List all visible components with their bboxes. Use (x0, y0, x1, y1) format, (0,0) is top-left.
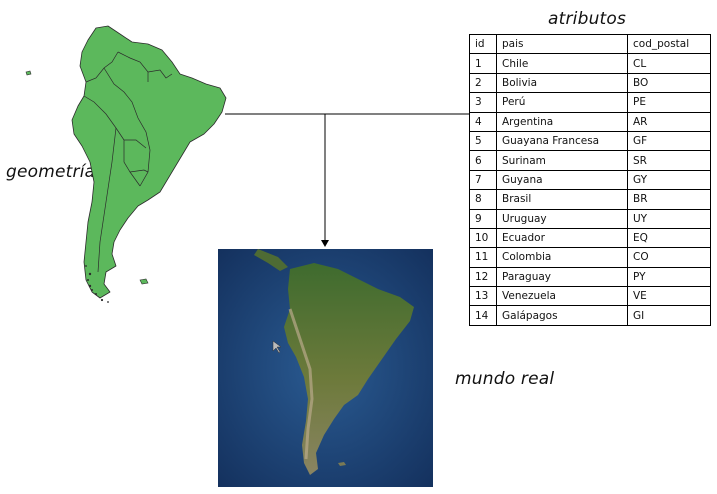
central-america (254, 249, 288, 271)
cell-id: 3 (469, 92, 497, 113)
header-pais: pais (496, 33, 628, 55)
cell-id: 10 (469, 227, 497, 249)
border-guyanas (147, 69, 173, 79)
table-row: 7 Guyana GY (469, 169, 711, 191)
cell-id: 4 (469, 111, 497, 132)
cell-cod-postal: PY (627, 266, 711, 288)
cell-cod-postal: VE (627, 286, 711, 307)
cell-pais: Bolivia (496, 72, 628, 94)
cell-cod-postal: PE (627, 92, 711, 113)
andes-ridge (288, 308, 314, 460)
cell-id: 14 (469, 305, 497, 326)
cell-cod-postal: AR (627, 111, 711, 132)
table-row: 11 Colombia CO (469, 247, 711, 268)
cell-pais: Ecuador (496, 227, 628, 249)
table-row: 6 Surinam SR (469, 150, 711, 171)
cell-pais: Perú (496, 92, 628, 113)
cell-cod-postal: EQ (627, 227, 711, 249)
cursor-icon (272, 340, 282, 354)
cell-pais: Galápagos (496, 305, 628, 326)
patagonia-islands (85, 265, 109, 303)
real-world-label: mundo real (455, 369, 555, 389)
satellite-continent (284, 263, 414, 475)
attributes-table: id pais cod_postal 1 Chile CL 2 Bolivia BO 3 Pe… (469, 33, 711, 326)
cell-pais: Brasil (496, 189, 628, 210)
geometry-label: geometría (6, 162, 96, 182)
table-header-row: id pais cod_postal (469, 33, 711, 55)
cell-id: 2 (469, 72, 497, 94)
table-row: 12 Paraguay PY (469, 266, 711, 288)
header-cod-postal: cod_postal (627, 33, 711, 55)
border-venezuela (117, 51, 149, 82)
cell-pais: Guyana (496, 169, 628, 191)
cell-id: 13 (469, 286, 497, 307)
cell-cod-postal: BR (627, 189, 711, 210)
cell-pais: Paraguay (496, 266, 628, 288)
cell-pais: Uruguay (496, 208, 628, 229)
cell-cod-postal: GI (627, 305, 711, 326)
cell-cod-postal: GF (627, 130, 711, 152)
galapagos (25, 70, 32, 76)
table-row: 5 Guayana Francesa GF (469, 130, 711, 152)
cell-pais: Venezuela (496, 286, 628, 307)
cell-cod-postal: SR (627, 150, 711, 171)
table-row: 4 Argentina AR (469, 111, 711, 132)
border-brazil (103, 67, 151, 187)
cell-id: 1 (469, 53, 497, 74)
table-row: 13 Venezuela VE (469, 286, 711, 307)
cell-id: 12 (469, 266, 497, 288)
cell-id: 5 (469, 130, 497, 152)
border-paraguay (129, 169, 149, 173)
border-chile (97, 127, 117, 273)
border-bolivia (124, 139, 147, 149)
satellite-image (218, 249, 433, 487)
falklands-sat (338, 462, 346, 466)
table-row: 10 Ecuador EQ (469, 227, 711, 249)
cell-id: 7 (469, 169, 497, 191)
border-peru (83, 95, 125, 141)
header-id: id (469, 33, 497, 55)
cell-id: 9 (469, 208, 497, 229)
attributes-label: atributos (548, 9, 627, 29)
cell-pais: Surinam (496, 150, 628, 171)
south-america-vector-map (25, 25, 227, 303)
cell-cod-postal: CL (627, 53, 711, 74)
table-row: 9 Uruguay UY (469, 208, 711, 229)
cell-id: 8 (469, 189, 497, 210)
cell-cod-postal: UY (627, 208, 711, 229)
cell-pais: Argentina (496, 111, 628, 132)
table-row: 1 Chile CL (469, 53, 711, 74)
border-argentina (123, 140, 141, 187)
cell-cod-postal: CO (627, 247, 711, 268)
table-row: 8 Brasil BR (469, 189, 711, 210)
cell-cod-postal: GY (627, 169, 711, 191)
cell-id: 6 (469, 150, 497, 171)
arrow-head-icon (321, 240, 329, 247)
cell-pais: Guayana Francesa (496, 130, 628, 152)
table-row: 3 Perú PE (469, 92, 711, 113)
cell-pais: Chile (496, 53, 628, 74)
cell-cod-postal: BO (627, 72, 711, 94)
cell-id: 11 (469, 247, 497, 268)
falklands (139, 278, 149, 285)
cell-pais: Colombia (496, 247, 628, 268)
table-row: 2 Bolivia BO (469, 72, 711, 94)
table-row: 14 Galápagos GI (469, 305, 711, 326)
